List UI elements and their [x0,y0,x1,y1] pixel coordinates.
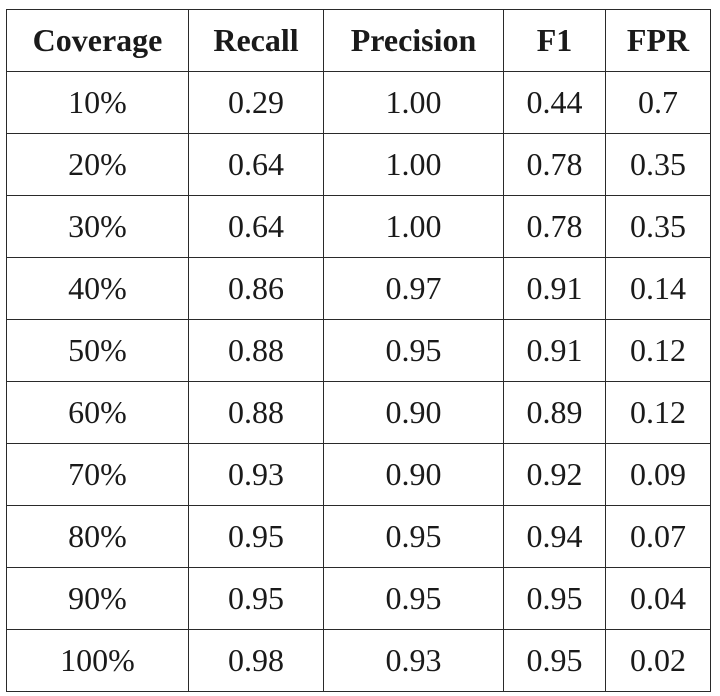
cell-precision: 1.00 [323,71,504,134]
cell-precision: 0.90 [323,443,504,506]
cell-fpr: 0.09 [605,443,711,506]
table-row: 80% 0.95 0.95 0.94 0.07 [6,505,711,568]
cell-coverage: 70% [6,443,189,506]
cell-recall: 0.64 [188,133,324,196]
cell-precision: 0.95 [323,319,504,382]
table-row: 50% 0.88 0.95 0.91 0.12 [6,319,711,382]
table-header: Coverage Recall Precision F1 FPR [6,9,711,72]
cell-recall: 0.93 [188,443,324,506]
table-row: 20% 0.64 1.00 0.78 0.35 [6,133,711,196]
cell-f1: 0.91 [503,319,606,382]
cell-f1: 0.78 [503,133,606,196]
cell-precision: 0.95 [323,567,504,630]
cell-f1: 0.78 [503,195,606,258]
header-row: Coverage Recall Precision F1 FPR [6,9,711,72]
metrics-table: Coverage Recall Precision F1 FPR 10% 0.2… [6,9,711,692]
header-recall: Recall [188,9,324,72]
cell-recall: 0.98 [188,629,324,692]
cell-f1: 0.95 [503,567,606,630]
cell-precision: 0.97 [323,257,504,320]
cell-fpr: 0.12 [605,381,711,444]
cell-fpr: 0.07 [605,505,711,568]
cell-fpr: 0.35 [605,195,711,258]
cell-coverage: 20% [6,133,189,196]
table-row: 10% 0.29 1.00 0.44 0.7 [6,71,711,134]
cell-fpr: 0.12 [605,319,711,382]
header-precision: Precision [323,9,504,72]
cell-coverage: 60% [6,381,189,444]
cell-coverage: 40% [6,257,189,320]
header-f1: F1 [503,9,606,72]
cell-fpr: 0.7 [605,71,711,134]
cell-f1: 0.92 [503,443,606,506]
cell-recall: 0.88 [188,381,324,444]
cell-precision: 1.00 [323,195,504,258]
table-row: 60% 0.88 0.90 0.89 0.12 [6,381,711,444]
table-row: 70% 0.93 0.90 0.92 0.09 [6,443,711,506]
cell-precision: 1.00 [323,133,504,196]
cell-f1: 0.94 [503,505,606,568]
cell-recall: 0.88 [188,319,324,382]
cell-coverage: 30% [6,195,189,258]
cell-recall: 0.64 [188,195,324,258]
cell-fpr: 0.35 [605,133,711,196]
cell-f1: 0.91 [503,257,606,320]
table-row: 30% 0.64 1.00 0.78 0.35 [6,195,711,258]
cell-fpr: 0.02 [605,629,711,692]
cell-fpr: 0.14 [605,257,711,320]
table-body: 10% 0.29 1.00 0.44 0.7 20% 0.64 1.00 0.7… [6,71,711,692]
cell-coverage: 90% [6,567,189,630]
cell-precision: 0.90 [323,381,504,444]
cell-f1: 0.44 [503,71,606,134]
table-row: 90% 0.95 0.95 0.95 0.04 [6,567,711,630]
cell-recall: 0.95 [188,505,324,568]
cell-coverage: 100% [6,629,189,692]
header-coverage: Coverage [6,9,189,72]
cell-recall: 0.95 [188,567,324,630]
cell-recall: 0.29 [188,71,324,134]
table-row: 40% 0.86 0.97 0.91 0.14 [6,257,711,320]
cell-precision: 0.95 [323,505,504,568]
header-fpr: FPR [605,9,711,72]
cell-coverage: 50% [6,319,189,382]
cell-fpr: 0.04 [605,567,711,630]
cell-f1: 0.95 [503,629,606,692]
cell-recall: 0.86 [188,257,324,320]
cell-f1: 0.89 [503,381,606,444]
cell-coverage: 80% [6,505,189,568]
cell-precision: 0.93 [323,629,504,692]
table-row: 100% 0.98 0.93 0.95 0.02 [6,629,711,692]
cell-coverage: 10% [6,71,189,134]
